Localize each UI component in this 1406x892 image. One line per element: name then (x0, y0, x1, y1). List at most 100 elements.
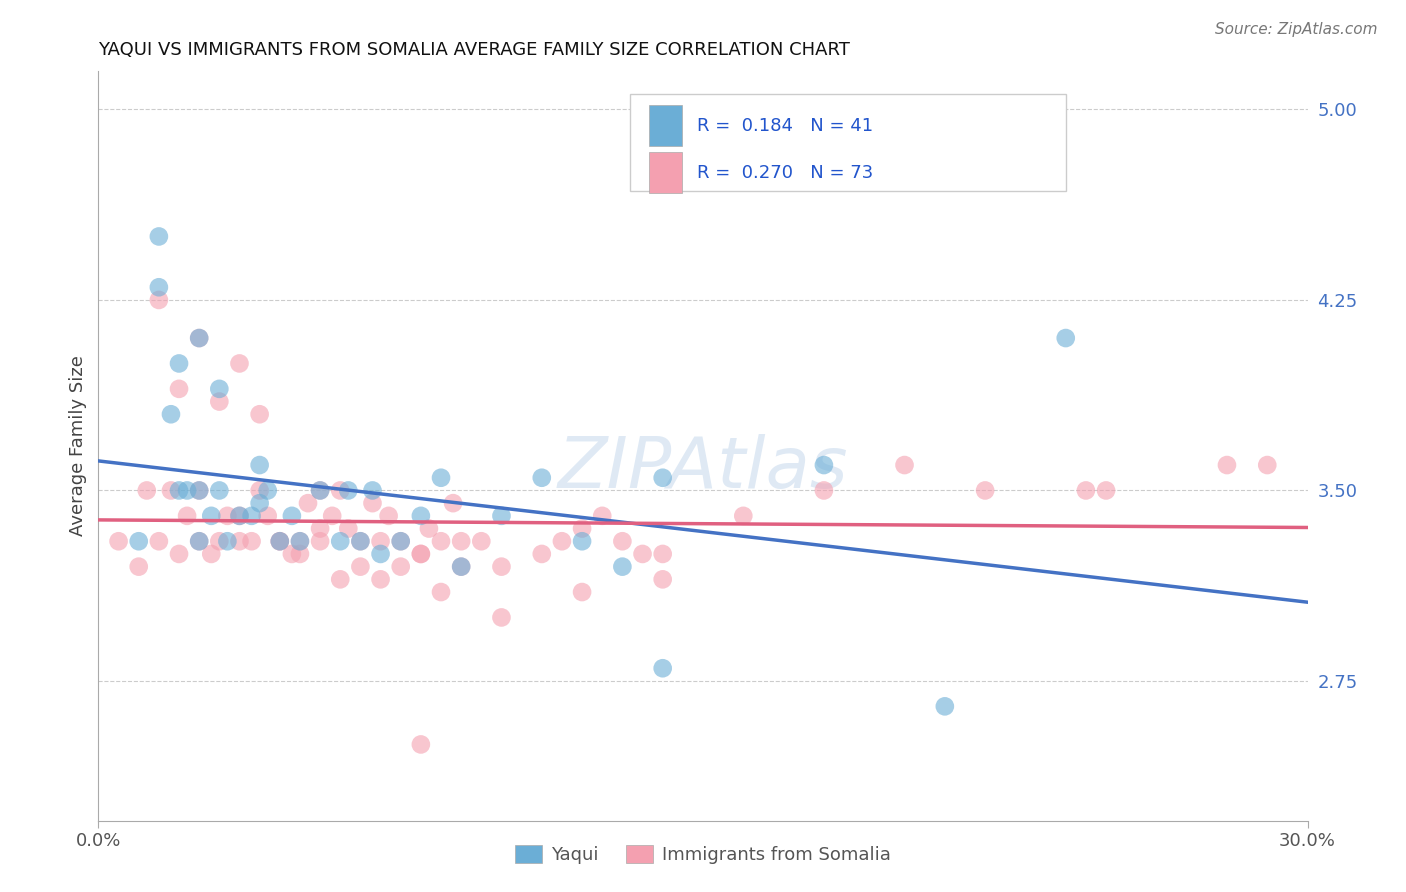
Point (934, 699, 956, 714)
Text: Source: ZipAtlas.com: Source: ZipAtlas.com (1215, 22, 1378, 37)
Point (974, 483, 997, 498)
Point (217, 508, 239, 523)
Point (240, 508, 263, 523)
Point (281, 547, 304, 561)
Point (430, 471, 453, 485)
Point (288, 547, 311, 561)
Point (571, 522, 593, 536)
Point (228, 508, 250, 523)
FancyBboxPatch shape (648, 153, 682, 194)
Point (160, 407, 183, 421)
Point (208, 382, 231, 396)
Point (249, 458, 271, 472)
Point (148, 534, 170, 549)
Point (450, 559, 472, 574)
FancyBboxPatch shape (648, 105, 682, 146)
Point (188, 534, 211, 549)
Point (651, 547, 673, 561)
Point (337, 483, 360, 498)
Point (329, 572, 352, 586)
Point (188, 331, 211, 345)
Point (349, 559, 371, 574)
Point (389, 534, 412, 549)
Point (530, 471, 553, 485)
Point (228, 356, 250, 370)
Point (612, 559, 634, 574)
Point (217, 534, 239, 549)
Point (651, 572, 673, 586)
Point (450, 534, 472, 549)
Point (167, 356, 190, 370)
Point (409, 738, 432, 752)
Point (309, 534, 332, 549)
Point (813, 483, 835, 498)
Point (551, 534, 574, 549)
Point (370, 572, 392, 586)
Point (651, 661, 673, 675)
Point (200, 547, 222, 561)
Point (370, 534, 392, 549)
Point (148, 280, 170, 294)
Point (813, 458, 835, 472)
Point (321, 508, 343, 523)
Point (361, 496, 384, 510)
Point (281, 508, 304, 523)
Point (370, 547, 392, 561)
Point (135, 483, 157, 498)
Y-axis label: Average Family Size: Average Family Size (69, 356, 87, 536)
Point (349, 534, 371, 549)
Point (1074, 483, 1097, 498)
Point (389, 534, 412, 549)
Point (409, 547, 432, 561)
Point (571, 585, 593, 599)
Point (349, 534, 371, 549)
Point (1216, 458, 1239, 472)
Point (208, 534, 231, 549)
Point (377, 508, 399, 523)
Text: R =  0.270   N = 73: R = 0.270 N = 73 (697, 164, 873, 182)
Point (148, 293, 170, 307)
Point (297, 496, 319, 510)
Point (309, 483, 332, 498)
Point (631, 547, 654, 561)
Point (148, 229, 170, 244)
Point (893, 458, 915, 472)
Point (309, 483, 332, 498)
Point (200, 508, 222, 523)
Point (208, 483, 231, 498)
Point (167, 382, 190, 396)
Point (430, 585, 453, 599)
Point (571, 534, 593, 549)
Point (651, 471, 673, 485)
Point (441, 496, 464, 510)
Point (612, 534, 634, 549)
Point (256, 508, 278, 523)
Point (1054, 331, 1077, 345)
Point (288, 534, 311, 549)
Point (269, 534, 291, 549)
Point (430, 534, 453, 549)
Point (491, 508, 513, 523)
Point (107, 534, 129, 549)
Text: ZIPAtlas: ZIPAtlas (558, 434, 848, 503)
Point (269, 534, 291, 549)
Point (128, 559, 150, 574)
Point (361, 483, 384, 498)
Point (249, 496, 271, 510)
Text: R =  0.184   N = 41: R = 0.184 N = 41 (697, 117, 873, 135)
Point (176, 508, 198, 523)
Point (530, 547, 553, 561)
Point (167, 547, 190, 561)
Point (409, 547, 432, 561)
Point (1095, 483, 1118, 498)
Point (309, 522, 332, 536)
Point (389, 559, 412, 574)
Point (188, 331, 211, 345)
Point (188, 483, 211, 498)
Point (409, 508, 432, 523)
Point (228, 508, 250, 523)
Point (128, 534, 150, 549)
Point (591, 508, 613, 523)
FancyBboxPatch shape (630, 94, 1066, 191)
Point (329, 483, 352, 498)
